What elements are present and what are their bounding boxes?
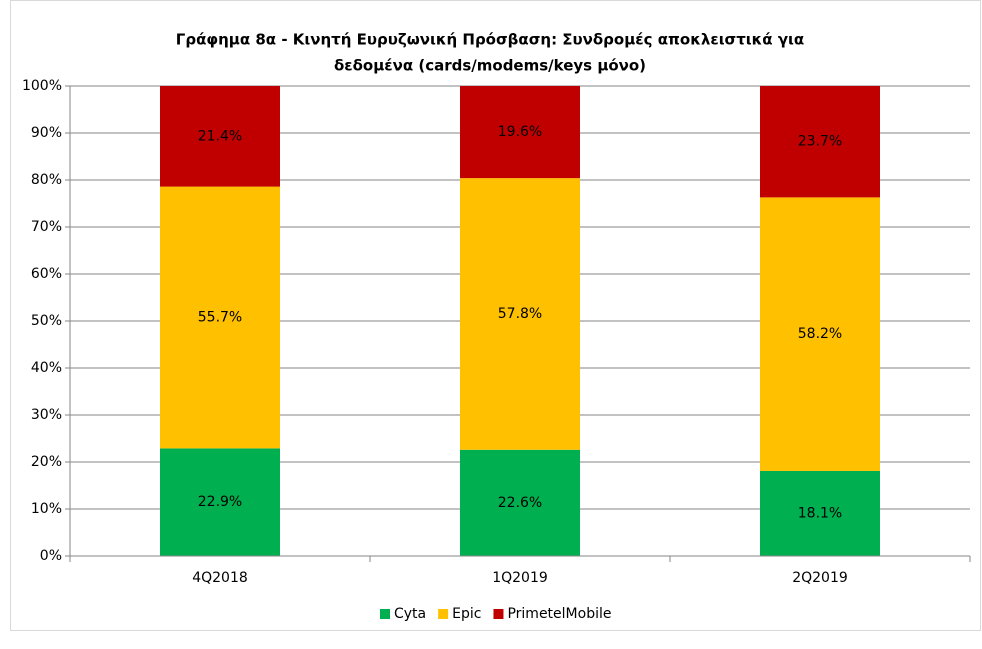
bar-segment bbox=[760, 86, 880, 198]
legend-label: PrimetelMobile bbox=[507, 606, 611, 622]
data-label: 21.4% bbox=[198, 128, 242, 144]
y-tick-label: 40% bbox=[31, 360, 62, 376]
data-label: 57.8% bbox=[498, 306, 542, 322]
data-label: 58.2% bbox=[798, 326, 842, 342]
y-tick-label: 30% bbox=[31, 407, 62, 423]
data-label: 18.1% bbox=[798, 505, 842, 521]
x-tick-label: 2Q2019 bbox=[792, 570, 848, 586]
bar-segment bbox=[760, 197, 880, 471]
legend-swatch bbox=[493, 609, 504, 619]
y-tick-label: 90% bbox=[31, 125, 62, 141]
chart-title: δεδομένα (cards/modems/keys μόνο) bbox=[334, 57, 646, 75]
legend-swatch bbox=[380, 609, 390, 619]
bar-segment bbox=[160, 186, 280, 449]
bar-segment bbox=[460, 449, 580, 556]
y-tick-label: 50% bbox=[31, 313, 62, 329]
y-tick-label: 0% bbox=[40, 548, 62, 564]
y-tick-label: 10% bbox=[31, 501, 62, 517]
data-label: 23.7% bbox=[798, 134, 842, 150]
y-tick-label: 70% bbox=[31, 219, 62, 235]
legend-label: Epic bbox=[452, 606, 481, 622]
bar-segment bbox=[160, 448, 280, 556]
y-tick-label: 60% bbox=[31, 266, 62, 282]
chart-title: Γράφημα 8α - Κινητή Ευρυζωνική Πρόσβαση:… bbox=[176, 31, 804, 49]
data-label: 22.9% bbox=[198, 494, 242, 510]
x-tick-label: 1Q2019 bbox=[492, 570, 548, 586]
y-tick-label: 80% bbox=[31, 172, 62, 188]
y-tick-label: 20% bbox=[31, 454, 62, 470]
data-label: 55.7% bbox=[198, 309, 242, 325]
legend-label: Cyta bbox=[394, 606, 426, 622]
bar-segment bbox=[160, 86, 280, 187]
y-tick-label: 100% bbox=[22, 78, 62, 94]
data-label: 22.6% bbox=[498, 495, 542, 511]
legend-swatch bbox=[438, 609, 449, 619]
data-label: 19.6% bbox=[498, 124, 542, 140]
bar-segment bbox=[460, 178, 580, 450]
bar-segment bbox=[460, 86, 580, 179]
bar-segment bbox=[760, 470, 880, 556]
x-tick-label: 4Q2018 bbox=[192, 570, 248, 586]
